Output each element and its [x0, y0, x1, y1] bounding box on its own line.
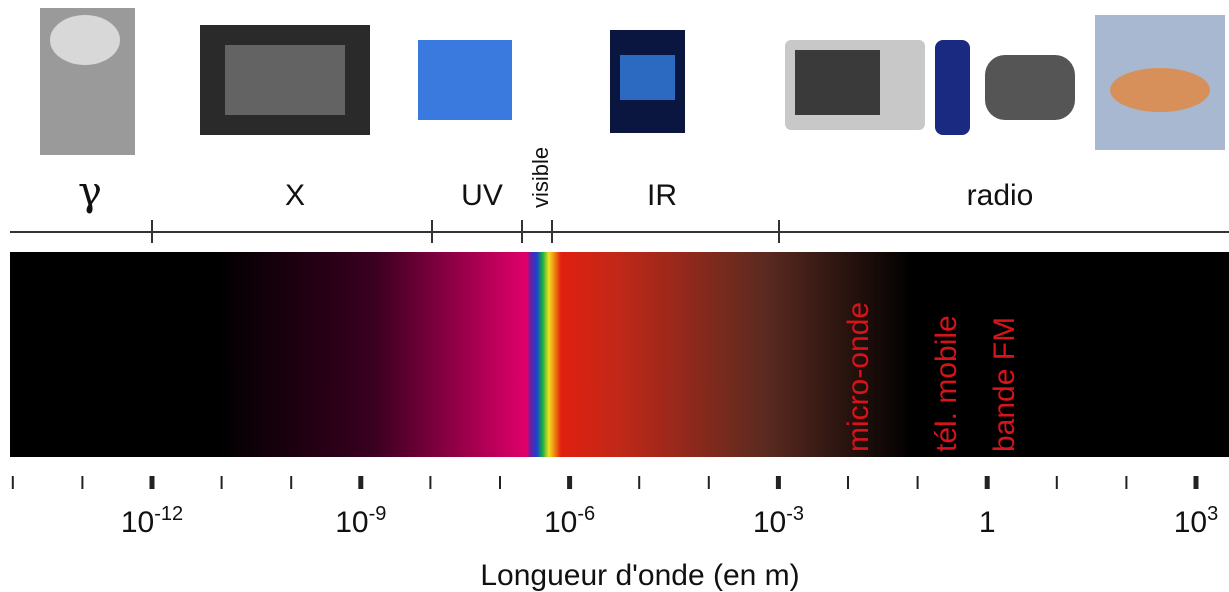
tick-label: 1: [979, 506, 996, 539]
tick-exponent: -9: [369, 503, 387, 525]
photo-detail: [795, 50, 880, 115]
band-label: UV: [461, 179, 503, 212]
tick-label: 10-9: [335, 503, 386, 539]
photos: [40, 8, 1225, 155]
tick-exponent: -6: [577, 503, 595, 525]
tick-exponent: 3: [1207, 503, 1218, 525]
radio-use-label: tél. mobile: [930, 315, 963, 452]
tick-label: 10-3: [753, 503, 804, 539]
tick-base: 10: [544, 506, 577, 539]
photo-detail: [225, 45, 345, 115]
tick-label: 103: [1174, 503, 1219, 539]
spectrum: [10, 252, 1229, 457]
spectrum-diagram: γ X UV visible IR radio micro-onde tél. …: [0, 0, 1229, 592]
band-label: γ: [78, 169, 102, 215]
axis-title: Longueur d'onde (en m): [480, 559, 799, 592]
tick-base: 10: [753, 506, 786, 539]
tick-label: 10-12: [121, 503, 183, 539]
band-label: IR: [647, 179, 677, 212]
photo-radio: [985, 55, 1075, 120]
tick-exponent: -3: [786, 503, 804, 525]
band-label: visible: [528, 147, 553, 208]
photo-detail: [620, 55, 675, 100]
radio-use-label: bande FM: [988, 317, 1021, 452]
tick-base: 10: [335, 506, 368, 539]
photo-detail: [50, 15, 120, 65]
tick-exponent: -12: [154, 503, 183, 525]
tick-base: 1: [979, 506, 996, 539]
tick-base: 10: [121, 506, 154, 539]
radio-use-label: micro-onde: [842, 302, 875, 452]
band-label: radio: [967, 179, 1034, 212]
photo-detail: [1110, 68, 1210, 112]
photo-phone: [935, 40, 970, 135]
tick-base: 10: [1174, 506, 1207, 539]
tick-label: 10-6: [544, 503, 595, 539]
band-label: X: [285, 179, 305, 212]
photo-uv: [418, 40, 512, 120]
